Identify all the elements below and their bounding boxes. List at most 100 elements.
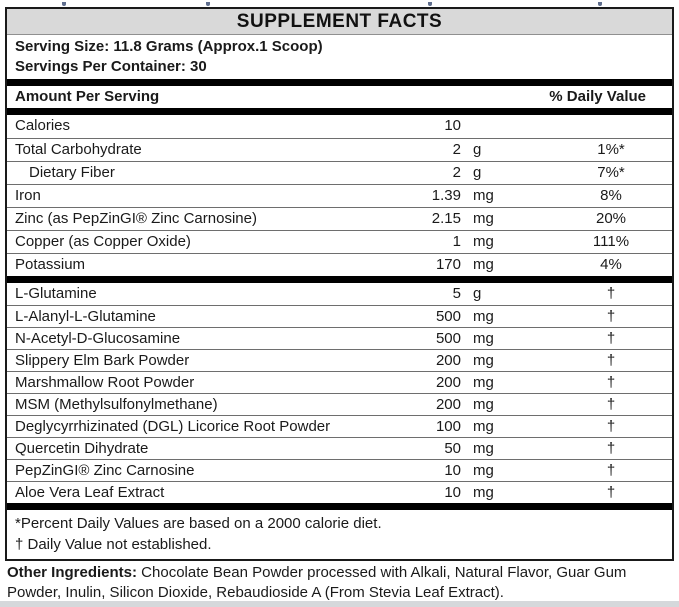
serving-info: Serving Size: 11.8 Grams (Approx.1 Scoop… xyxy=(7,35,672,79)
section-separator-bar xyxy=(7,276,672,283)
row-dv: † xyxy=(606,418,616,435)
row-name: Calories xyxy=(15,117,71,134)
row-dv: 4% xyxy=(600,256,622,273)
other-ingredients: Other Ingredients: Chocolate Bean Powder… xyxy=(7,563,672,603)
row-dv: 7%* xyxy=(597,164,625,181)
cropped-text-artifact xyxy=(62,2,66,6)
row-amount: 1 xyxy=(452,233,461,250)
row-unit: mg xyxy=(473,330,494,347)
table-row: Iron 1.39 mg 8% xyxy=(7,184,672,207)
table-row: Marshmallow Root Powder 200 mg † xyxy=(7,371,672,393)
row-unit: mg xyxy=(473,440,494,457)
row-dv: † xyxy=(606,396,616,413)
row-unit: mg xyxy=(473,374,494,391)
table-row: L-Glutamine 5 g † xyxy=(7,283,672,305)
row-name: Slippery Elm Bark Powder xyxy=(15,352,190,369)
row-name: L-Glutamine xyxy=(15,285,97,302)
row-name: PepZinGI® Zinc Carnosine xyxy=(15,462,195,479)
row-amount: 10 xyxy=(444,117,461,134)
row-name: Copper (as Copper Oxide) xyxy=(15,233,191,250)
row-amount: 2 xyxy=(452,164,461,181)
table-row: PepZinGI® Zinc Carnosine 10 mg † xyxy=(7,459,672,481)
row-unit: mg xyxy=(473,256,494,273)
supplement-facts-panel: SUPPLEMENT FACTS Serving Size: 11.8 Gram… xyxy=(5,7,674,561)
cropped-text-artifact xyxy=(598,2,602,6)
row-name: Potassium xyxy=(15,256,86,273)
table-row: Zinc (as PepZinGI® Zinc Carnosine) 2.15 … xyxy=(7,207,672,230)
table-row: N-Acetyl-D-Glucosamine 500 mg † xyxy=(7,327,672,349)
row-unit: g xyxy=(473,285,482,302)
row-unit: mg xyxy=(473,233,494,250)
row-dv: † xyxy=(606,285,616,302)
facts-table-body: Calories 10 Total Carbohydrate 2 g 1%* D… xyxy=(7,115,672,503)
row-amount: 100 xyxy=(435,418,461,435)
row-amount: 200 xyxy=(435,374,461,391)
amount-per-serving-header: Amount Per Serving xyxy=(15,88,160,105)
row-unit: mg xyxy=(473,484,494,501)
table-row: L-Alanyl-L-Glutamine 500 mg † xyxy=(7,305,672,327)
row-amount: 2 xyxy=(452,141,461,158)
daily-value-header: % Daily Value xyxy=(549,88,646,105)
row-amount: 1.39 xyxy=(431,187,461,204)
row-dv: † xyxy=(606,308,616,325)
table-row: Potassium 170 mg 4% xyxy=(7,253,672,276)
section-separator-bar xyxy=(7,503,672,510)
table-row: MSM (Methylsulfonylmethane) 200 mg † xyxy=(7,393,672,415)
daily-value-not-established-note: † Daily Value not established. xyxy=(15,536,212,553)
row-amount: 50 xyxy=(444,440,461,457)
row-dv: † xyxy=(606,462,616,479)
section-separator-bar xyxy=(7,108,672,115)
table-row: Slippery Elm Bark Powder 200 mg † xyxy=(7,349,672,371)
row-amount: 170 xyxy=(435,256,461,273)
row-unit: g xyxy=(473,164,482,181)
panel-title: SUPPLEMENT FACTS xyxy=(7,9,672,35)
row-dv: † xyxy=(606,330,616,347)
row-unit: mg xyxy=(473,187,494,204)
servings-per-container: Servings Per Container: 30 xyxy=(15,58,207,75)
row-name: Marshmallow Root Powder xyxy=(15,374,195,391)
row-dv: 20% xyxy=(595,210,627,227)
table-row: Dietary Fiber 2 g 7%* xyxy=(7,161,672,184)
bottom-edge-strip xyxy=(0,601,679,607)
row-name: Dietary Fiber xyxy=(29,164,115,181)
row-amount: 10 xyxy=(444,462,461,479)
row-unit: mg xyxy=(473,308,494,325)
row-name: MSM (Methylsulfonylmethane) xyxy=(15,396,218,413)
table-row: Quercetin Dihydrate 50 mg † xyxy=(7,437,672,459)
row-dv: † xyxy=(606,352,616,369)
row-dv: † xyxy=(606,374,616,391)
row-unit: mg xyxy=(473,462,494,479)
row-name: Iron xyxy=(15,187,41,204)
row-unit: mg xyxy=(473,352,494,369)
row-name: Total Carbohydrate xyxy=(15,141,142,158)
row-dv: † xyxy=(606,440,616,457)
row-amount: 5 xyxy=(452,285,461,302)
row-dv: 1%* xyxy=(597,141,625,158)
row-dv xyxy=(550,115,672,138)
row-unit xyxy=(461,115,550,138)
cropped-text-artifact xyxy=(206,2,210,6)
footnotes: *Percent Daily Values are based on a 200… xyxy=(7,510,672,559)
other-ingredients-text: Chocolate Bean Powder processed with Alk… xyxy=(7,564,627,601)
row-unit: mg xyxy=(473,418,494,435)
row-unit: mg xyxy=(473,210,494,227)
cropped-text-artifact xyxy=(428,2,432,6)
row-dv: 111% xyxy=(592,233,630,250)
table-row: Copper (as Copper Oxide) 1 mg 111% xyxy=(7,230,672,253)
row-amount: 200 xyxy=(435,352,461,369)
table-header-row: Amount Per Serving % Daily Value xyxy=(7,86,672,108)
table-row: Total Carbohydrate 2 g 1%* xyxy=(7,138,672,161)
cropped-text-strip xyxy=(0,0,679,7)
table-row: Aloe Vera Leaf Extract 10 mg † xyxy=(7,481,672,503)
row-amount: 2.15 xyxy=(431,210,461,227)
row-amount: 500 xyxy=(435,308,461,325)
percent-daily-value-note: *Percent Daily Values are based on a 200… xyxy=(15,515,382,532)
row-amount: 10 xyxy=(444,484,461,501)
row-dv: † xyxy=(606,484,616,501)
row-unit: g xyxy=(473,141,482,158)
row-unit: mg xyxy=(473,396,494,413)
row-dv: 8% xyxy=(600,187,622,204)
other-ingredients-label: Other Ingredients: xyxy=(7,564,138,581)
row-name: Deglycyrrhizinated (DGL) Licorice Root P… xyxy=(15,418,331,435)
row-name: N-Acetyl-D-Glucosamine xyxy=(15,330,181,347)
